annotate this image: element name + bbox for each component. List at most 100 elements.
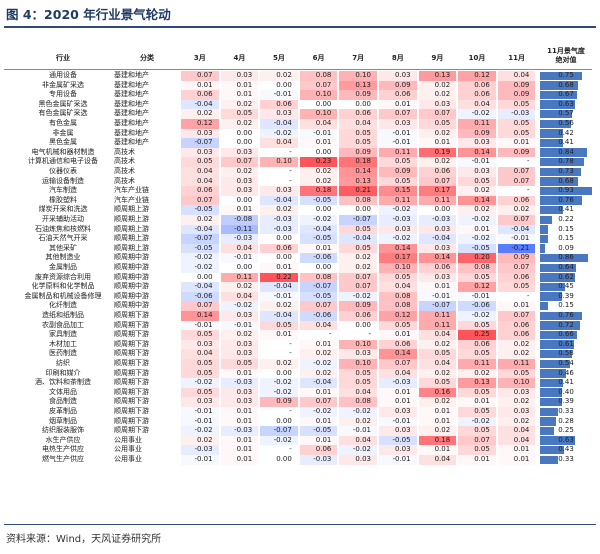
sector-name: 皮革制品 (49, 407, 77, 415)
month-value: 0.05 (339, 243, 377, 254)
month-value: 0.04 (220, 243, 259, 254)
month-value: 0.02 (497, 339, 536, 350)
month-value: 0.09 (497, 147, 536, 158)
month-value: 0.02 (458, 368, 496, 379)
month-value: 0.06 (379, 90, 417, 100)
month-value: -0.01 (458, 157, 496, 167)
month-value: -0.04 (299, 378, 338, 388)
month-value: 0.11 (458, 359, 496, 369)
month-value: -0.02 (181, 426, 219, 436)
table-row: 仪器仪表 高技术 0.04 0.02-0.02 0.14 0.09 0.06 0.03 0.07… (4, 167, 592, 177)
sector-category: 顺周期中游 (114, 291, 149, 300)
table-row: 金属制品和机械设备修理 顺周期中游 -0.06 0.04 -0.01 -0.05 -0.02… (4, 291, 592, 302)
month-value: 0.02 (260, 71, 298, 81)
month-value: -0.01 (260, 90, 298, 100)
last-value: 0.56 (540, 119, 592, 129)
month-value: 0.14 (339, 167, 377, 177)
month-value: -0.02 (260, 378, 298, 388)
last-value: 0.22 (540, 215, 592, 225)
month-value: 0.04 (220, 291, 259, 302)
month-value: 0.02 (181, 109, 219, 119)
month-value: -0.04 (260, 195, 298, 206)
month-value: - (289, 167, 292, 175)
table-row: 通用设备 基建和地产 0.07 0.03 0.02 0.08 0.10 0.03 0.13 0.1… (4, 71, 592, 81)
level-bar (540, 109, 572, 119)
month-value: 0.03 (220, 147, 259, 158)
month-value: 0.01 (220, 407, 259, 417)
table-row: 石油天然气开采 顺周期上游 -0.07 -0.03 0.00 -0.05 -0.04 -0.0… (4, 234, 592, 244)
month-value: 0.09 (339, 90, 377, 100)
month-value: 0.05 (458, 272, 496, 283)
month-value: 0.00 (315, 263, 332, 271)
month-value: 0.02 (220, 167, 259, 177)
last-value: 0.62 (540, 273, 592, 283)
month-value: 0.03 (418, 243, 457, 254)
level-bar (540, 311, 583, 321)
sector-category: 顺周期上游 (114, 224, 149, 233)
month-value: 0.06 (497, 320, 536, 331)
last-value-text: 0.39 (558, 291, 574, 300)
month-value: 0.07 (379, 359, 417, 369)
sector-name: 石油炼焦和核燃料 (35, 224, 91, 233)
month-value: 0.11 (379, 147, 417, 158)
sector-category: 顺周期下游 (114, 311, 149, 319)
month-value: 0.02 (339, 253, 377, 263)
month-value: 0.06 (418, 167, 457, 177)
level-bar (540, 157, 584, 167)
month-value: 0.02 (220, 99, 259, 110)
last-value-text: 0.66 (558, 330, 574, 339)
month-value: 0.03 (260, 186, 298, 196)
month-value: -0.04 (181, 224, 219, 235)
last-value: 0.68 (540, 81, 592, 91)
month-value: 0.01 (497, 455, 536, 465)
last-value: 0.09 (540, 244, 592, 254)
month-value: 0.05 (379, 157, 417, 167)
month-value: -0.02 (458, 416, 496, 427)
last-value-text: 0.56 (558, 119, 574, 127)
month-value: 0.04 (339, 435, 377, 446)
sector-name: 汽车制造 (49, 186, 77, 195)
month-value: 0.04 (339, 119, 377, 129)
month-value: 0.04 (379, 368, 417, 379)
table-row: 电气机械和器材制造 高技术 0.03 0.03-0.00 0.09 0.11 0.19 0.1… (4, 147, 592, 158)
month-value: 0.06 (497, 272, 536, 283)
month-value: 0.11 (418, 320, 457, 331)
month-value: 0.03 (497, 387, 536, 398)
last-value: 0.39 (540, 397, 592, 407)
last-value: 0.61 (540, 340, 592, 350)
last-value-text: 0.86 (558, 253, 574, 262)
month-value: 0.13 (339, 80, 377, 91)
month-value: 0.07 (458, 435, 496, 446)
month-value: 0.06 (339, 109, 377, 119)
sector-name: 木材加工 (49, 339, 77, 348)
month-value: 0.01 (220, 445, 259, 455)
month-value: 0.07 (181, 71, 219, 81)
sector-category: 高技术 (114, 176, 135, 185)
last-value-text: 0.22 (558, 215, 574, 223)
month-value: -0.02 (299, 407, 338, 417)
month-value: 0.05 (497, 282, 536, 292)
month-value: 0.02 (181, 215, 219, 225)
sector-category: 公用事业 (114, 445, 142, 454)
month-value: -0.02 (379, 205, 417, 215)
month-value: 0.01 (260, 263, 298, 273)
last-value-text: 0.41 (558, 138, 574, 147)
sector-category: 顺周期下游 (114, 330, 149, 339)
table-row: 化纤制造 顺周期中游 0.07 -0.02 0.02 0.07 0.09 0.08 -0.07-… (4, 301, 592, 311)
month-value: 0.06 (260, 99, 298, 110)
month-value: -0.05 (181, 205, 219, 215)
month-value: -0.03 (299, 455, 338, 465)
month-value: 0.03 (260, 109, 298, 119)
last-value: 0.84 (540, 148, 592, 158)
level-bar (540, 340, 575, 349)
month-value: - (526, 157, 530, 166)
last-value: 0.39 (540, 292, 592, 302)
month-value: 0.05 (418, 378, 457, 388)
month-value: 0.05 (458, 349, 496, 359)
month-value: 0.00 (434, 205, 451, 214)
sector-name: 专用设备 (49, 90, 77, 99)
month-value: - (289, 176, 292, 185)
month-value: -0.01 (181, 455, 219, 465)
month-value: 0.09 (497, 90, 536, 100)
level-bar (540, 273, 575, 282)
